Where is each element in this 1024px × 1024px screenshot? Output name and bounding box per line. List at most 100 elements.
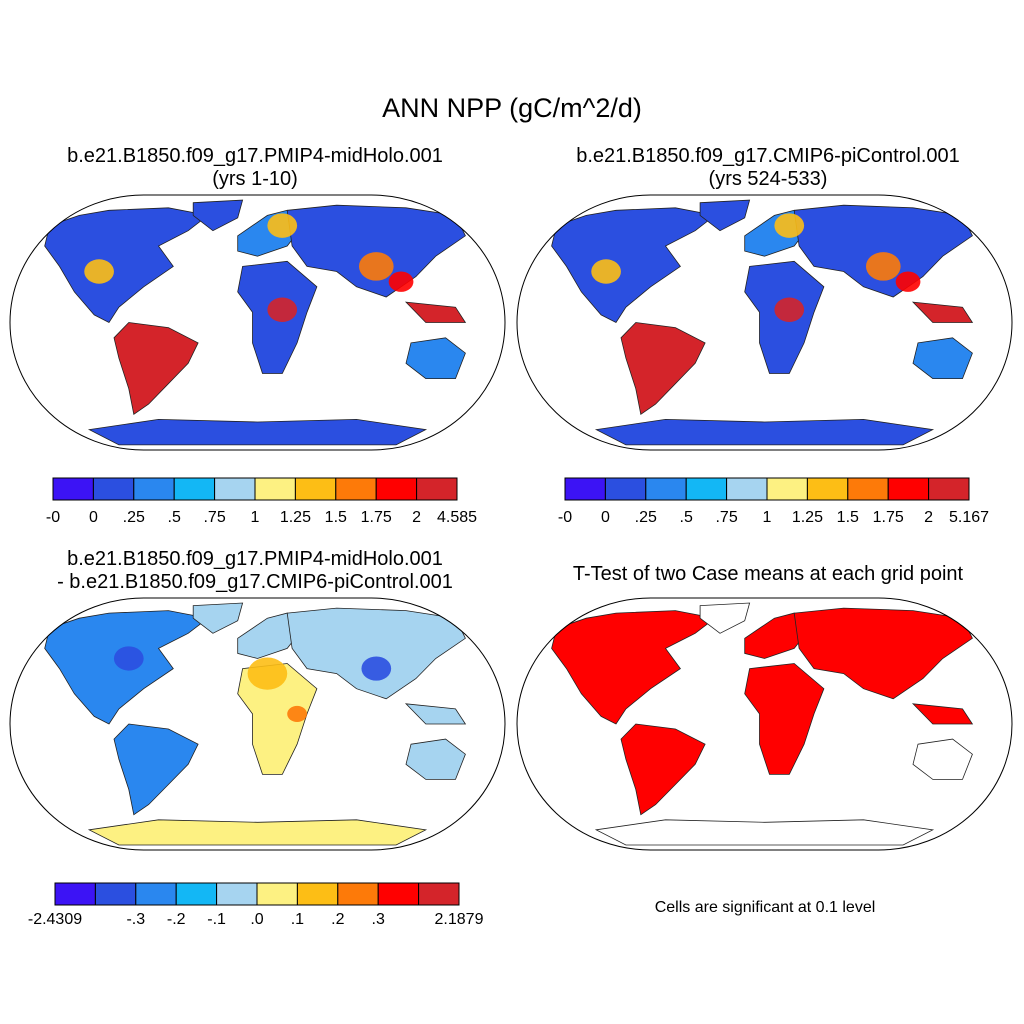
colorbar-tick-label: 4.585 (437, 509, 477, 526)
region-australia (912, 337, 973, 380)
npp-hotspot (267, 297, 298, 322)
colorbar-swatch (377, 882, 420, 906)
npp-hotspot (774, 213, 805, 238)
colorbar-tick-label: 1.5 (325, 509, 347, 526)
colorbar-swatch (418, 882, 460, 906)
colorbar-swatch (52, 477, 94, 501)
significance-note: Cells are significant at 0.1 level (654, 899, 876, 916)
npp-hotspot (591, 259, 621, 284)
colorbar-swatch (294, 477, 337, 501)
panel-case2-title-line2: (yrs 524-533) (708, 168, 828, 190)
colorbar-swatch (94, 882, 137, 906)
colorbar-swatch (887, 477, 930, 501)
npp-hotspot (388, 271, 414, 292)
panel-diff-title-line2: - b.e21.B1850.f09_g17.CMIP6-piControl.00… (57, 571, 453, 593)
colorbar-tick-label: .0 (250, 911, 263, 928)
colorbar-swatch (296, 882, 339, 906)
map-case1 (10, 195, 505, 450)
colorbar-tick-label: 1.25 (792, 509, 823, 526)
colorbar-tick-label: .75 (715, 509, 737, 526)
map-case2 (517, 195, 1012, 450)
colorbar-swatch (685, 477, 728, 501)
colorbar-swatch (766, 477, 808, 501)
colorbar-swatch (254, 477, 296, 501)
colorbar-tick-label: 2.1879 (435, 911, 484, 928)
region-asia (793, 204, 973, 298)
colorbar-tick-label: 1.75 (873, 509, 904, 526)
colorbar-tick-label: -0 (46, 509, 60, 526)
region-maritime (404, 703, 467, 725)
colorbar-tick-label: .25 (635, 509, 657, 526)
region-south-america (620, 322, 706, 415)
region-maritime (911, 703, 974, 725)
map-ttest (517, 598, 1012, 850)
colorbar-tick-label: 1.5 (837, 509, 859, 526)
npp-hotspot (895, 271, 921, 292)
map-border (9, 597, 506, 851)
npp-hotspot (865, 252, 901, 281)
map-difference (10, 598, 505, 850)
region-north-america (551, 610, 716, 725)
colorbar-swatch (216, 882, 258, 906)
colorbar-swatch (564, 477, 606, 501)
panel-case1-title: b.e21.B1850.f09_g17.PMIP4-midHolo.001 (y… (15, 145, 495, 191)
colorbar-tick-label: 2 (924, 509, 933, 526)
colorbar-tick-label: 1 (763, 509, 772, 526)
colorbar-swatch (375, 477, 418, 501)
region-antarctica (594, 418, 935, 446)
colorbar-tick-label: 1.75 (361, 509, 392, 526)
colorbar-tick-label: .25 (123, 509, 145, 526)
colorbar-tick-label: .75 (203, 509, 225, 526)
region-south-america (113, 723, 199, 816)
colorbar-swatch (337, 882, 379, 906)
diff-anomaly (361, 656, 392, 681)
colorbar-swatch (847, 477, 889, 501)
region-australia (405, 337, 466, 380)
diff-anomaly (247, 657, 288, 690)
panel-case2-title-line1: b.e21.B1850.f09_g17.CMIP6-piControl.001 (576, 145, 960, 167)
region-antarctica (87, 819, 428, 846)
colorbar-swatch (416, 477, 458, 501)
region-asia (793, 607, 973, 700)
panel-case2-title: b.e21.B1850.f09_g17.CMIP6-piControl.001 … (528, 145, 1008, 191)
map-border (9, 194, 506, 451)
colorbar-case1: -0 0 .25 .5 .75 1 1.25 1.5 1.75 2 4.585 (46, 477, 477, 526)
colorbar-tick-label: .5 (168, 509, 181, 526)
colorbar-tick-label: 0 (89, 509, 98, 526)
colorbar-tick-label: -0 (558, 509, 572, 526)
region-greenland (699, 199, 751, 232)
npp-hotspot (267, 213, 298, 238)
colorbar-swatch (133, 477, 175, 501)
panel-diff-title-line1: b.e21.B1850.f09_g17.PMIP4-midHolo.001 (67, 548, 443, 570)
colorbar-swatch (256, 882, 298, 906)
region-north-america (44, 207, 209, 324)
colorbar-tick-label: 0 (601, 509, 610, 526)
colorbar-tick-label: .1 (291, 911, 304, 928)
colorbar-tick-label: .5 (680, 509, 693, 526)
figure-title: ANN NPP (gC/m^2/d) (382, 93, 642, 123)
colorbar-swatch (175, 882, 218, 906)
map-border (516, 194, 1013, 451)
region-maritime (404, 301, 467, 323)
region-africa (744, 663, 825, 775)
panel-case1-title-line1: b.e21.B1850.f09_g17.PMIP4-midHolo.001 (67, 145, 443, 167)
panel-diff-title: b.e21.B1850.f09_g17.PMIP4-midHolo.001 - … (15, 548, 495, 594)
colorbar-tick-label: .3 (372, 911, 385, 928)
colorbar-tick-label: 1.25 (280, 509, 311, 526)
colorbar-tick-label: 5.167 (949, 509, 989, 526)
colorbar-swatch (54, 882, 96, 906)
colorbar-case2: -0 0 .25 .5 .75 1 1.25 1.5 1.75 2 5.167 (558, 477, 989, 526)
region-greenland (192, 199, 244, 232)
region-antarctica (594, 819, 935, 846)
region-greenland (192, 602, 244, 634)
colorbar-swatch (726, 477, 768, 501)
colorbar-swatch (135, 882, 177, 906)
region-australia (912, 738, 973, 780)
diff-anomaly (287, 705, 307, 722)
npp-hotspot (774, 297, 805, 322)
region-greenland (699, 602, 751, 634)
colorbar-swatch (928, 477, 970, 501)
panel-ttest-title-line1: T-Test of two Case means at each grid po… (572, 563, 964, 585)
colorbar-tick-label: -.2 (167, 911, 186, 928)
